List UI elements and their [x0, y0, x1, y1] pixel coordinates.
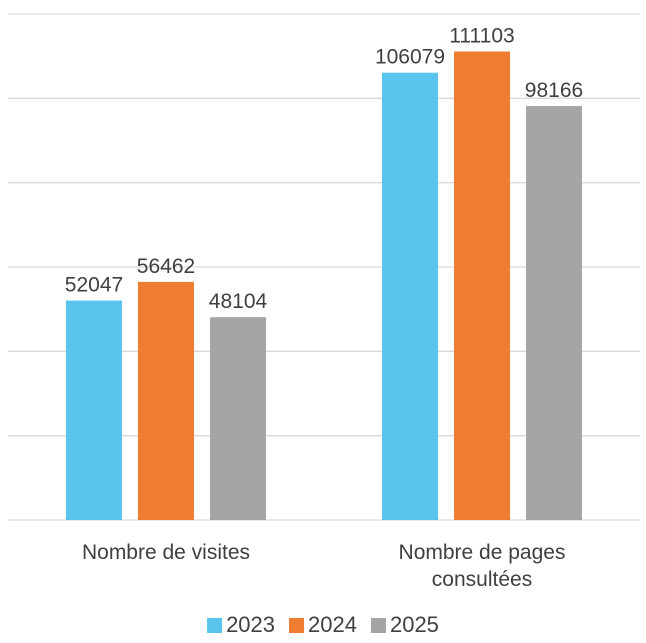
data-label: 52047: [65, 274, 123, 297]
data-label: 56462: [137, 255, 195, 278]
legend-swatch-2025: [370, 618, 386, 633]
legend-label-2023: 2023: [226, 612, 275, 637]
category-labels: Nombre de visites Nombre de pages consulté…: [82, 541, 566, 591]
legend-label-2025: 2025: [390, 612, 439, 637]
bar-2024-1: [454, 51, 510, 520]
bar-2024-0: [138, 281, 194, 520]
data-label: 48104: [209, 290, 268, 313]
bar-2023-0: [66, 300, 122, 520]
legend: 2023 2024 2025: [207, 612, 439, 637]
legend-label-2024: 2024: [308, 612, 357, 637]
category-label: Nombre de visites: [82, 541, 250, 564]
data-label: 111103: [449, 25, 514, 48]
bar-2023-1: [382, 72, 438, 520]
bar-2025-1: [526, 106, 582, 520]
data-label: 98166: [525, 79, 583, 102]
bar-2025-0: [210, 317, 266, 520]
legend-swatch-2024: [289, 618, 305, 633]
legend-swatch-2023: [207, 618, 223, 633]
data-label: 106079: [375, 46, 445, 69]
category-label: Nombre de pages: [399, 541, 566, 564]
category-label: consultées: [432, 568, 532, 591]
bars: [66, 51, 582, 520]
